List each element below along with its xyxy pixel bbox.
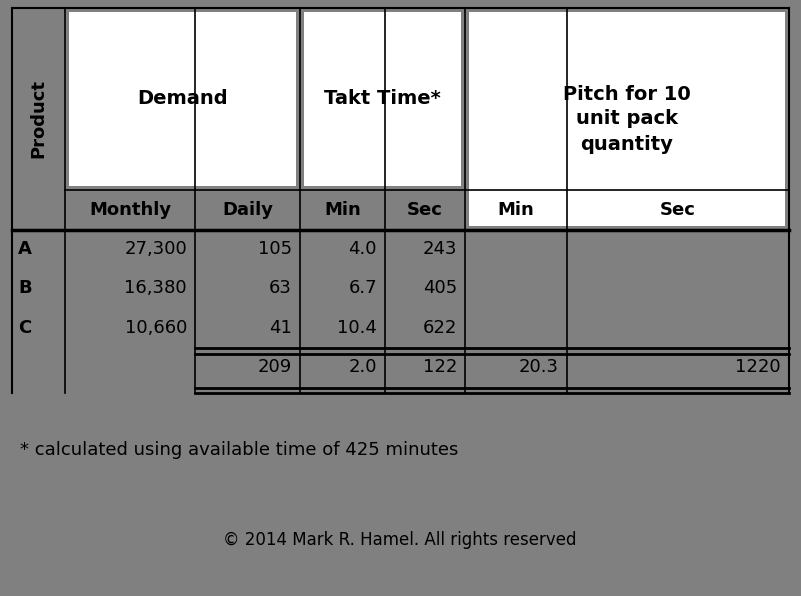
Text: 10.4: 10.4 (337, 319, 377, 337)
Text: 16,380: 16,380 (124, 279, 187, 297)
Bar (12, 8, 789, 393)
Text: 10,660: 10,660 (125, 319, 187, 337)
Bar (469, 12, 785, 226)
Text: 63: 63 (269, 279, 292, 297)
Text: B: B (18, 279, 31, 297)
Text: 41: 41 (269, 319, 292, 337)
Text: 20.3: 20.3 (519, 359, 559, 377)
Text: Min: Min (324, 201, 361, 219)
Text: Monthly: Monthly (89, 201, 171, 219)
Text: 105: 105 (258, 240, 292, 258)
Text: C: C (18, 319, 31, 337)
Text: 6.7: 6.7 (348, 279, 377, 297)
Text: 4.0: 4.0 (348, 240, 377, 258)
Text: 27,300: 27,300 (124, 240, 187, 258)
Text: 2.0: 2.0 (348, 359, 377, 377)
Bar (304, 12, 461, 186)
Text: Pitch for 10
unit pack
quantity: Pitch for 10 unit pack quantity (563, 85, 691, 154)
Text: Sec: Sec (660, 201, 696, 219)
Text: Min: Min (497, 201, 534, 219)
Bar (69, 12, 296, 186)
Text: Daily: Daily (222, 201, 273, 219)
Text: Sec: Sec (407, 201, 443, 219)
Text: 1220: 1220 (735, 359, 781, 377)
Text: 622: 622 (423, 319, 457, 337)
Text: 243: 243 (422, 240, 457, 258)
Text: © 2014 Mark R. Hamel. All rights reserved: © 2014 Mark R. Hamel. All rights reserve… (223, 531, 577, 549)
Text: Product: Product (30, 79, 47, 159)
Text: Takt Time*: Takt Time* (324, 89, 441, 108)
Text: * calculated using available time of 425 minutes: * calculated using available time of 425… (20, 441, 458, 459)
Text: 122: 122 (423, 359, 457, 377)
Text: 405: 405 (423, 279, 457, 297)
Text: Demand: Demand (137, 89, 227, 108)
Text: 209: 209 (258, 359, 292, 377)
Text: A: A (18, 240, 32, 258)
